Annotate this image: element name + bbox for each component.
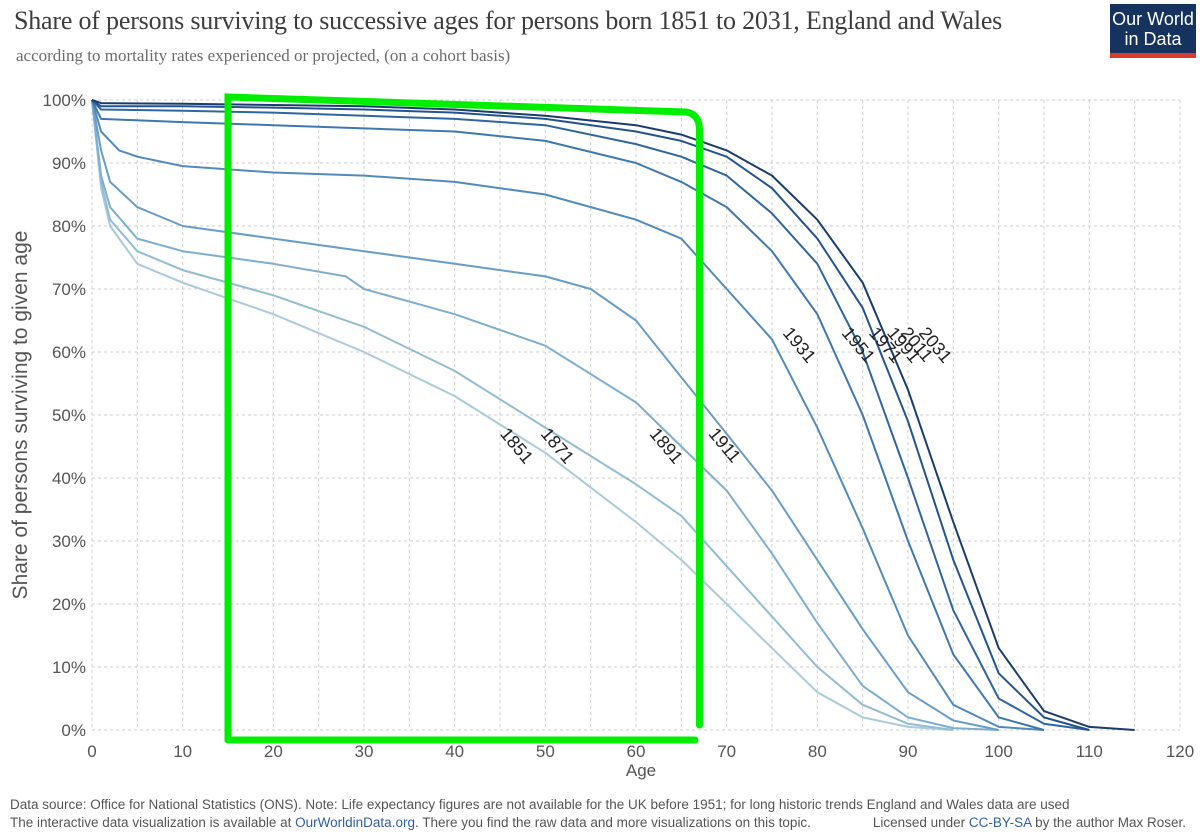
series-label-1851: 1851 bbox=[496, 424, 537, 468]
tick-layer: 0% 10% 20% 30% 40% 50% 60% 70% 80% 90% 100% 0 10 20 30… bbox=[43, 91, 1195, 761]
y-tick-label: 100% bbox=[43, 91, 86, 110]
license-suffix: by the author Max Roser. bbox=[1031, 815, 1186, 830]
page-title: Share of persons surviving to successive… bbox=[14, 6, 1003, 35]
y-tick-label: 30% bbox=[52, 532, 86, 551]
series-line-1871[interactable] bbox=[91, 99, 954, 731]
y-tick-label: 50% bbox=[52, 406, 86, 425]
page-subtitle: according to mortality rates experienced… bbox=[16, 46, 511, 65]
y-tick-label: 0% bbox=[61, 721, 86, 740]
footer-prefix: The interactive data visualization is av… bbox=[10, 815, 296, 830]
series-line-1931[interactable] bbox=[91, 99, 1045, 731]
y-tick-label: 80% bbox=[52, 217, 86, 236]
x-tick-label: 100 bbox=[984, 742, 1012, 761]
x-tick-label: 10 bbox=[173, 742, 192, 761]
series-line-1851[interactable] bbox=[91, 99, 954, 731]
y-tick-label: 60% bbox=[52, 343, 86, 362]
series-line-1911[interactable] bbox=[91, 99, 999, 731]
footer-source-note: Data source: Office for National Statist… bbox=[10, 797, 1070, 812]
x-tick-label: 0 bbox=[87, 742, 96, 761]
logo-line-1: Our World bbox=[1112, 9, 1194, 29]
series-layer bbox=[91, 99, 1135, 731]
x-tick-label: 30 bbox=[355, 742, 374, 761]
series-line-2011[interactable] bbox=[91, 99, 1135, 731]
y-axis-title: Share of persons surviving to given age bbox=[9, 231, 32, 600]
owid-link[interactable]: OurWorldinData.org bbox=[295, 815, 415, 830]
x-tick-label: 120 bbox=[1166, 742, 1194, 761]
x-tick-label: 80 bbox=[808, 742, 827, 761]
owid-logo[interactable]: Our World in Data bbox=[1110, 4, 1196, 58]
survival-chart: 0% 10% 20% 30% 40% 50% 60% 70% 80% 90% 100% 0 10 20 30… bbox=[9, 91, 1195, 780]
x-axis-title: Age bbox=[626, 761, 656, 780]
logo-line-2: in Data bbox=[1124, 29, 1182, 49]
logo-accent-bar bbox=[1110, 53, 1196, 58]
x-tick-label: 60 bbox=[627, 742, 646, 761]
x-tick-label: 20 bbox=[264, 742, 283, 761]
series-label-1931: 1931 bbox=[779, 323, 820, 367]
license-link[interactable]: CC-BY-SA bbox=[968, 815, 1032, 830]
series-line-1951[interactable] bbox=[91, 99, 1045, 731]
series-label-1871: 1871 bbox=[537, 424, 578, 468]
series-line-1891[interactable] bbox=[91, 99, 999, 731]
y-tick-label: 70% bbox=[52, 280, 86, 299]
series-label-1911: 1911 bbox=[705, 424, 745, 467]
y-tick-label: 40% bbox=[52, 469, 86, 488]
license-prefix: Licensed under bbox=[872, 815, 969, 830]
y-tick-label: 10% bbox=[52, 658, 86, 677]
highlight-box bbox=[224, 93, 703, 744]
grid-layer bbox=[91, 99, 1181, 731]
y-tick-label: 20% bbox=[52, 595, 86, 614]
x-tick-label: 40 bbox=[445, 742, 464, 761]
x-tick-label: 70 bbox=[717, 742, 736, 761]
x-tick-label: 50 bbox=[536, 742, 555, 761]
series-line-1991[interactable] bbox=[91, 99, 1090, 731]
footer-suffix: . There you find the raw data and more v… bbox=[414, 815, 811, 830]
license-note: Licensed under CC-BY-SA by the author Ma… bbox=[873, 815, 1186, 830]
highlight-layer bbox=[224, 93, 703, 744]
footer-link-line: The interactive data visualization is av… bbox=[10, 815, 811, 830]
series-line-1971[interactable] bbox=[91, 99, 1090, 731]
x-tick-label: 110 bbox=[1076, 742, 1103, 761]
x-tick-label: 90 bbox=[899, 742, 918, 761]
y-tick-label: 90% bbox=[52, 154, 86, 173]
